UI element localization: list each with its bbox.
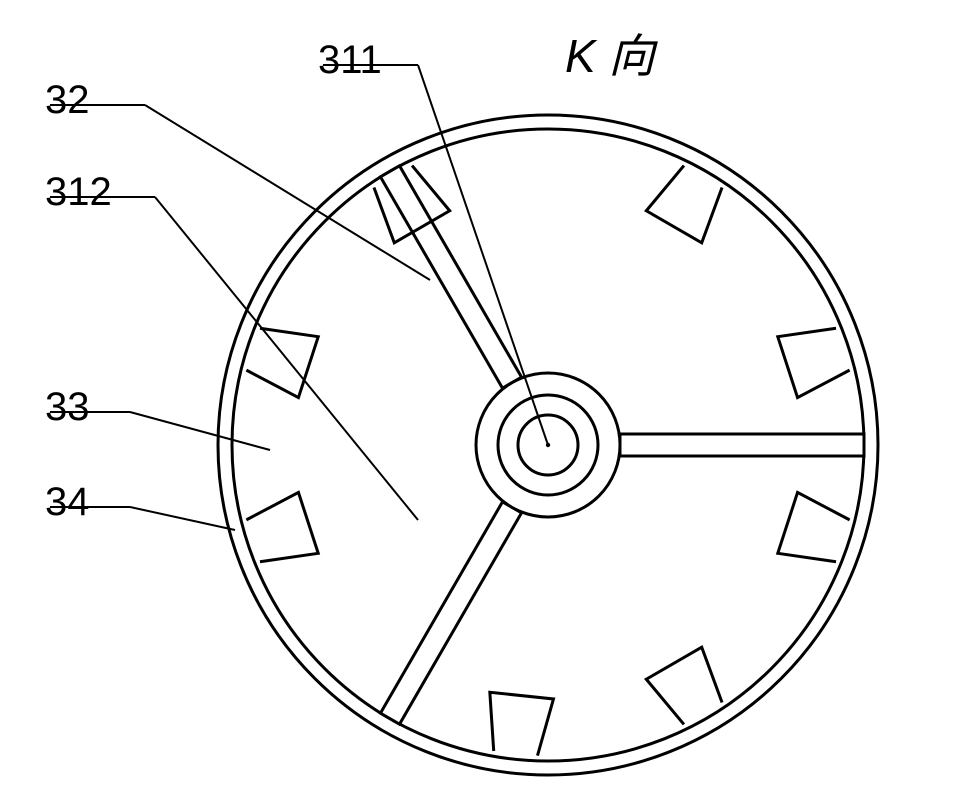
callout-label-32: 32: [45, 78, 90, 123]
view-title: K 向: [565, 20, 654, 86]
callout-label-34: 34: [45, 480, 90, 525]
diagram-svg: [0, 0, 977, 795]
callout-label-312: 312: [45, 170, 112, 215]
callout-label-33: 33: [45, 385, 90, 430]
callout-label-311: 311: [318, 38, 382, 83]
diagram-container: K 向 32 311 312 33 34: [0, 0, 977, 795]
